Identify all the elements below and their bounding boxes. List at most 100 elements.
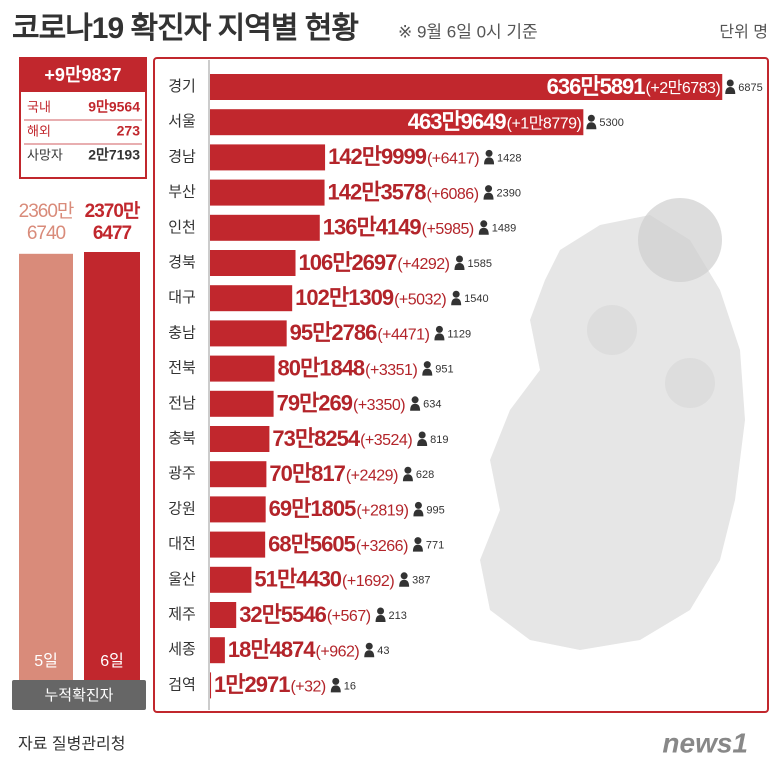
increment-label: (+3351) xyxy=(365,362,417,379)
cumulative-category: 5일 xyxy=(34,652,58,670)
cumulative-label-box xyxy=(12,680,146,710)
person-icon xyxy=(402,474,413,482)
bar xyxy=(210,285,293,312)
value-label: 1만2971 xyxy=(214,672,290,697)
person-icon xyxy=(332,677,340,685)
deaths-label: 387 xyxy=(412,575,430,587)
category-label: 충남 xyxy=(168,324,196,341)
person-icon xyxy=(330,685,341,693)
deaths-label: 819 xyxy=(430,434,448,446)
person-icon xyxy=(365,642,373,650)
person-icon xyxy=(484,157,495,165)
deaths-label: 1129 xyxy=(447,328,471,340)
category-label: 광주 xyxy=(168,465,196,482)
person-icon xyxy=(410,403,421,411)
person-icon xyxy=(414,537,422,545)
summary-label: 국내 xyxy=(27,99,51,114)
source: 자료 질병관리청 xyxy=(18,735,126,753)
summary-label: 사망자 xyxy=(27,147,63,162)
person-icon xyxy=(399,579,410,587)
bar xyxy=(210,74,723,100)
person-icon xyxy=(400,572,408,580)
increment-label: (+2만6783) xyxy=(646,79,721,97)
bar xyxy=(210,320,287,347)
category-label: 강원 xyxy=(168,500,196,517)
increment-label: (+5985) xyxy=(422,221,474,238)
category-label: 울산 xyxy=(168,571,196,588)
deaths-label: 995 xyxy=(426,504,444,516)
deaths-label: 771 xyxy=(426,540,444,552)
category-label: 전남 xyxy=(168,395,196,412)
bar xyxy=(210,109,584,136)
bar xyxy=(210,637,225,664)
category-label: 대전 xyxy=(168,536,196,553)
value-label: 106만2697 xyxy=(299,250,398,275)
person-icon xyxy=(413,509,424,517)
logo: news1 xyxy=(662,727,748,758)
virus-decoration xyxy=(587,305,637,355)
person-icon xyxy=(454,263,465,270)
person-icon xyxy=(483,192,494,200)
category-label: 세종 xyxy=(168,641,196,658)
person-icon xyxy=(423,361,431,369)
value-label: 142만9999 xyxy=(328,144,427,169)
cumulative-value-label: 2360만 xyxy=(19,200,74,222)
value-label: 70만817 xyxy=(269,461,345,486)
summary-value: 9만9564 xyxy=(88,99,140,115)
person-icon xyxy=(411,396,419,404)
value-label: 102만1309 xyxy=(295,285,394,310)
cumulative-value-label: 2370만 xyxy=(85,200,141,222)
value-label: 73만8254 xyxy=(272,426,360,451)
deaths-label: 43 xyxy=(377,645,389,657)
unit-label: 단위 명 xyxy=(719,23,768,41)
category-label: 충북 xyxy=(168,430,196,447)
deaths-label: 634 xyxy=(423,399,441,411)
deaths-label: 16 xyxy=(344,680,356,692)
virus-decoration xyxy=(665,358,715,408)
virus-decoration xyxy=(638,198,722,282)
person-icon xyxy=(451,298,462,306)
person-icon xyxy=(404,466,412,474)
person-icon xyxy=(422,368,433,376)
person-icon xyxy=(587,114,595,122)
deaths-label: 1585 xyxy=(467,258,491,270)
category-label: 대구 xyxy=(168,289,196,306)
bar xyxy=(210,531,266,558)
increment-label: (+1692) xyxy=(342,573,394,590)
bar xyxy=(210,390,274,417)
person-icon xyxy=(377,607,385,615)
person-icon xyxy=(434,333,445,341)
person-icon xyxy=(452,290,460,298)
category-label: 제주 xyxy=(168,606,196,623)
bar xyxy=(210,144,326,171)
person-icon xyxy=(418,431,426,439)
person-icon xyxy=(414,501,422,509)
cumulative-value-label: 6740 xyxy=(27,223,66,244)
bar xyxy=(210,566,252,593)
increment-label: (+6086) xyxy=(426,186,478,203)
bar xyxy=(210,602,237,628)
person-icon xyxy=(412,544,423,552)
value-label: 69만1805 xyxy=(269,496,356,521)
deaths-label: 1489 xyxy=(492,223,516,235)
deaths-label: 213 xyxy=(389,610,407,622)
person-icon xyxy=(480,220,488,228)
increment-label: (+4471) xyxy=(377,327,429,344)
person-icon xyxy=(375,615,386,622)
increment-label: (+1만8779) xyxy=(507,114,582,132)
map-decoration xyxy=(480,215,745,650)
summary-value: 273 xyxy=(117,123,141,139)
increment-label: (+4292) xyxy=(397,256,449,273)
bar xyxy=(210,250,296,276)
person-icon xyxy=(725,87,736,94)
title: 코로나19 확진자 지역별 현황 xyxy=(12,12,358,45)
increment-label: (+3524) xyxy=(360,432,412,449)
cumulative-bar xyxy=(19,253,73,680)
deaths-label: 6875 xyxy=(738,82,762,94)
summary-label: 해외 xyxy=(27,123,51,138)
person-icon xyxy=(455,255,463,263)
value-label: 80만1848 xyxy=(278,355,365,380)
deaths-label: 1428 xyxy=(497,152,521,164)
person-icon xyxy=(485,185,493,193)
increment-label: (+3350) xyxy=(353,397,405,414)
